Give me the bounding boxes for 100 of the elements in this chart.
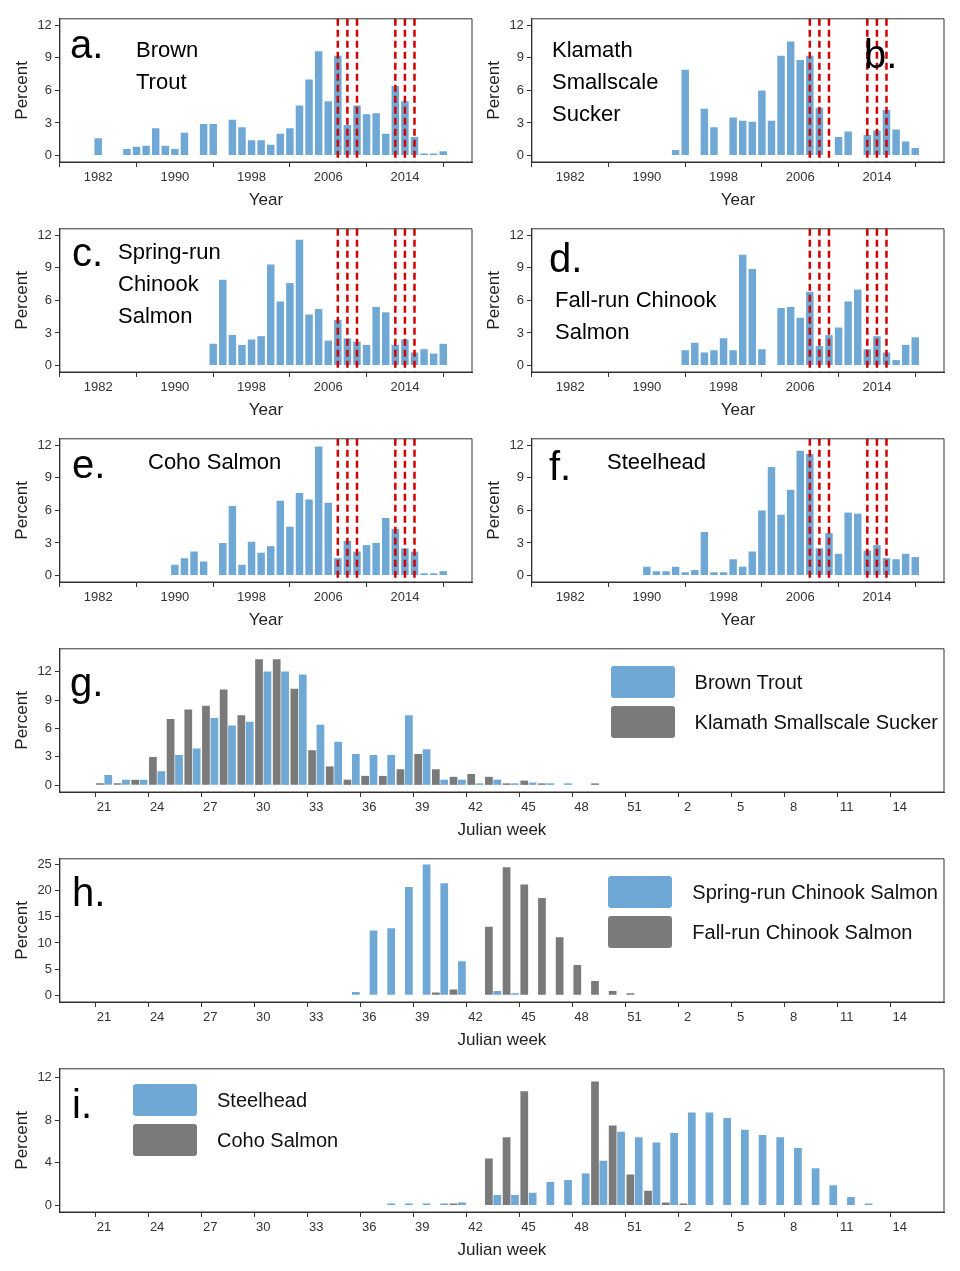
- bar: [520, 1091, 529, 1206]
- bar: [777, 514, 785, 575]
- bar: [681, 350, 689, 365]
- x-tick-label: 1990: [632, 379, 662, 395]
- x-tick-label: 42: [468, 1219, 483, 1235]
- bar: [334, 741, 343, 785]
- bar: [286, 283, 294, 365]
- bar: [199, 124, 208, 155]
- x-tick-label: 1982: [83, 379, 113, 395]
- bar: [777, 55, 785, 155]
- x-tick-label: 39: [415, 1009, 430, 1025]
- x-tick-label: 1982: [83, 589, 113, 605]
- bar: [422, 864, 431, 995]
- y-tick-label: 6: [516, 81, 524, 97]
- bar: [228, 119, 237, 155]
- bar: [844, 512, 852, 575]
- y-tick-label: 3: [516, 324, 524, 340]
- x-axis-title: Year: [248, 610, 284, 630]
- bar: [723, 1117, 732, 1206]
- bar: [644, 1190, 652, 1206]
- y-tick-label: 3: [44, 748, 52, 764]
- legend-label: Fall-run Chinook Salmon: [692, 920, 913, 944]
- bar: [276, 301, 285, 365]
- bar: [555, 937, 564, 995]
- bar: [132, 146, 141, 155]
- bar: [758, 1135, 767, 1206]
- bar: [190, 551, 198, 575]
- bar: [199, 561, 208, 575]
- bar: [387, 755, 396, 785]
- x-tick-label: 48: [574, 1009, 589, 1025]
- chart-title: c.: [72, 230, 104, 274]
- bar: [854, 289, 862, 365]
- bar: [405, 715, 413, 785]
- y-tick-label: 0: [44, 567, 52, 583]
- legend-label: Spring-run Chinook Salmon: [692, 880, 938, 904]
- x-tick-label: 14: [892, 799, 908, 815]
- bar: [104, 774, 113, 785]
- x-tick-label: 1990: [160, 379, 190, 395]
- x-tick-label: 45: [521, 799, 536, 815]
- x-tick-label: 8: [790, 1009, 798, 1025]
- bar: [219, 689, 228, 785]
- y-tick-label: 12: [37, 663, 52, 679]
- bar: [238, 564, 246, 575]
- bar: [431, 769, 440, 785]
- bar: [485, 776, 493, 785]
- bar: [238, 127, 246, 155]
- bar: [691, 342, 699, 365]
- x-axis-title: Year: [248, 190, 284, 210]
- x-tick-label: 45: [521, 1009, 536, 1025]
- bar: [305, 314, 313, 365]
- bar: [652, 1142, 661, 1206]
- y-tick-label: 12: [509, 16, 524, 32]
- bar: [485, 1158, 493, 1206]
- bar: [911, 557, 919, 575]
- bar: [308, 750, 316, 785]
- bar: [276, 500, 285, 575]
- bar: [272, 659, 281, 785]
- x-tick-label: 2006: [313, 589, 343, 605]
- y-axis-title: Percent: [11, 900, 31, 960]
- bar: [502, 1137, 511, 1206]
- y-tick-label: 12: [509, 436, 524, 452]
- x-axis-title: Julian week: [457, 1030, 547, 1050]
- x-tick-label: 48: [574, 1219, 589, 1235]
- x-tick-label: 33: [309, 1009, 324, 1025]
- x-tick-label: 1990: [632, 169, 662, 185]
- bar: [362, 545, 371, 575]
- x-tick-label: 33: [309, 799, 324, 815]
- x-axis-title: Year: [248, 400, 284, 420]
- bar: [776, 1137, 785, 1206]
- y-tick-label: 12: [37, 1068, 52, 1084]
- bar: [245, 721, 254, 785]
- bar: [748, 121, 757, 155]
- bar: [362, 114, 371, 155]
- x-tick-label: 2014: [862, 589, 892, 605]
- x-tick-label: 1982: [83, 169, 113, 185]
- bar: [209, 124, 217, 155]
- bar: [266, 264, 275, 365]
- y-tick-label: 9: [516, 259, 524, 275]
- bar: [681, 69, 689, 155]
- bar: [634, 1137, 643, 1206]
- bar: [591, 981, 599, 995]
- bar: [892, 559, 900, 575]
- bar: [219, 279, 227, 365]
- y-tick-label: 20: [37, 882, 52, 898]
- bar: [811, 1168, 820, 1206]
- bar: [740, 1129, 749, 1206]
- y-tick-label: 6: [516, 501, 524, 517]
- x-tick-label: 1990: [160, 589, 190, 605]
- bar: [844, 131, 852, 155]
- y-axis-title: Percent: [11, 480, 31, 540]
- bar: [219, 542, 227, 575]
- bar: [123, 148, 131, 155]
- bar: [700, 352, 709, 365]
- bar: [369, 755, 378, 785]
- y-tick-label: 5: [44, 960, 52, 976]
- text: Klamath Smallscale Sucker: [552, 36, 660, 128]
- bar: [729, 117, 737, 155]
- bar: [493, 991, 502, 995]
- x-tick-label: 45: [521, 1219, 536, 1235]
- bar: [520, 884, 529, 995]
